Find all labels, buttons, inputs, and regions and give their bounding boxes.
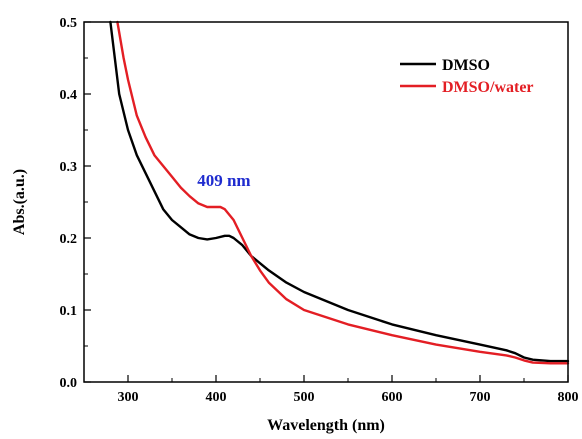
- x-tick-label: 800: [558, 390, 579, 405]
- x-tick-label: 300: [118, 390, 139, 405]
- plot-frame: [83, 21, 569, 383]
- legend: DMSO DMSO/water: [400, 57, 534, 96]
- x-tick-label: 700: [470, 390, 491, 405]
- y-tick-label: 0.5: [60, 16, 78, 31]
- x-tick-label: 400: [206, 390, 227, 405]
- axes: 300 400 500 600 700 800 0.0 0.1 0.2 0.3 0.4 0.5: [60, 16, 579, 405]
- y-tick-label: 0.1: [60, 304, 78, 319]
- legend-label: DMSO: [442, 57, 490, 74]
- annotations: 409 nm: [197, 171, 250, 190]
- x-axis-title: Wavelength (nm): [267, 417, 385, 434]
- y-axis-title: Abs.(a.u.): [11, 169, 28, 235]
- y-tick-label: 0.4: [60, 88, 78, 103]
- legend-label: DMSO/water: [442, 79, 534, 96]
- series-curves: [109, 20, 570, 365]
- y-tick-label: 0.0: [60, 376, 78, 391]
- y-tick-label: 0.3: [60, 160, 78, 175]
- series-line-1: [116, 20, 570, 365]
- x-tick-label: 500: [294, 390, 315, 405]
- series-line-0: [109, 20, 570, 363]
- peak-annotation: 409 nm: [197, 171, 250, 190]
- x-tick-label: 600: [382, 390, 403, 405]
- y-tick-label: 0.2: [60, 232, 78, 247]
